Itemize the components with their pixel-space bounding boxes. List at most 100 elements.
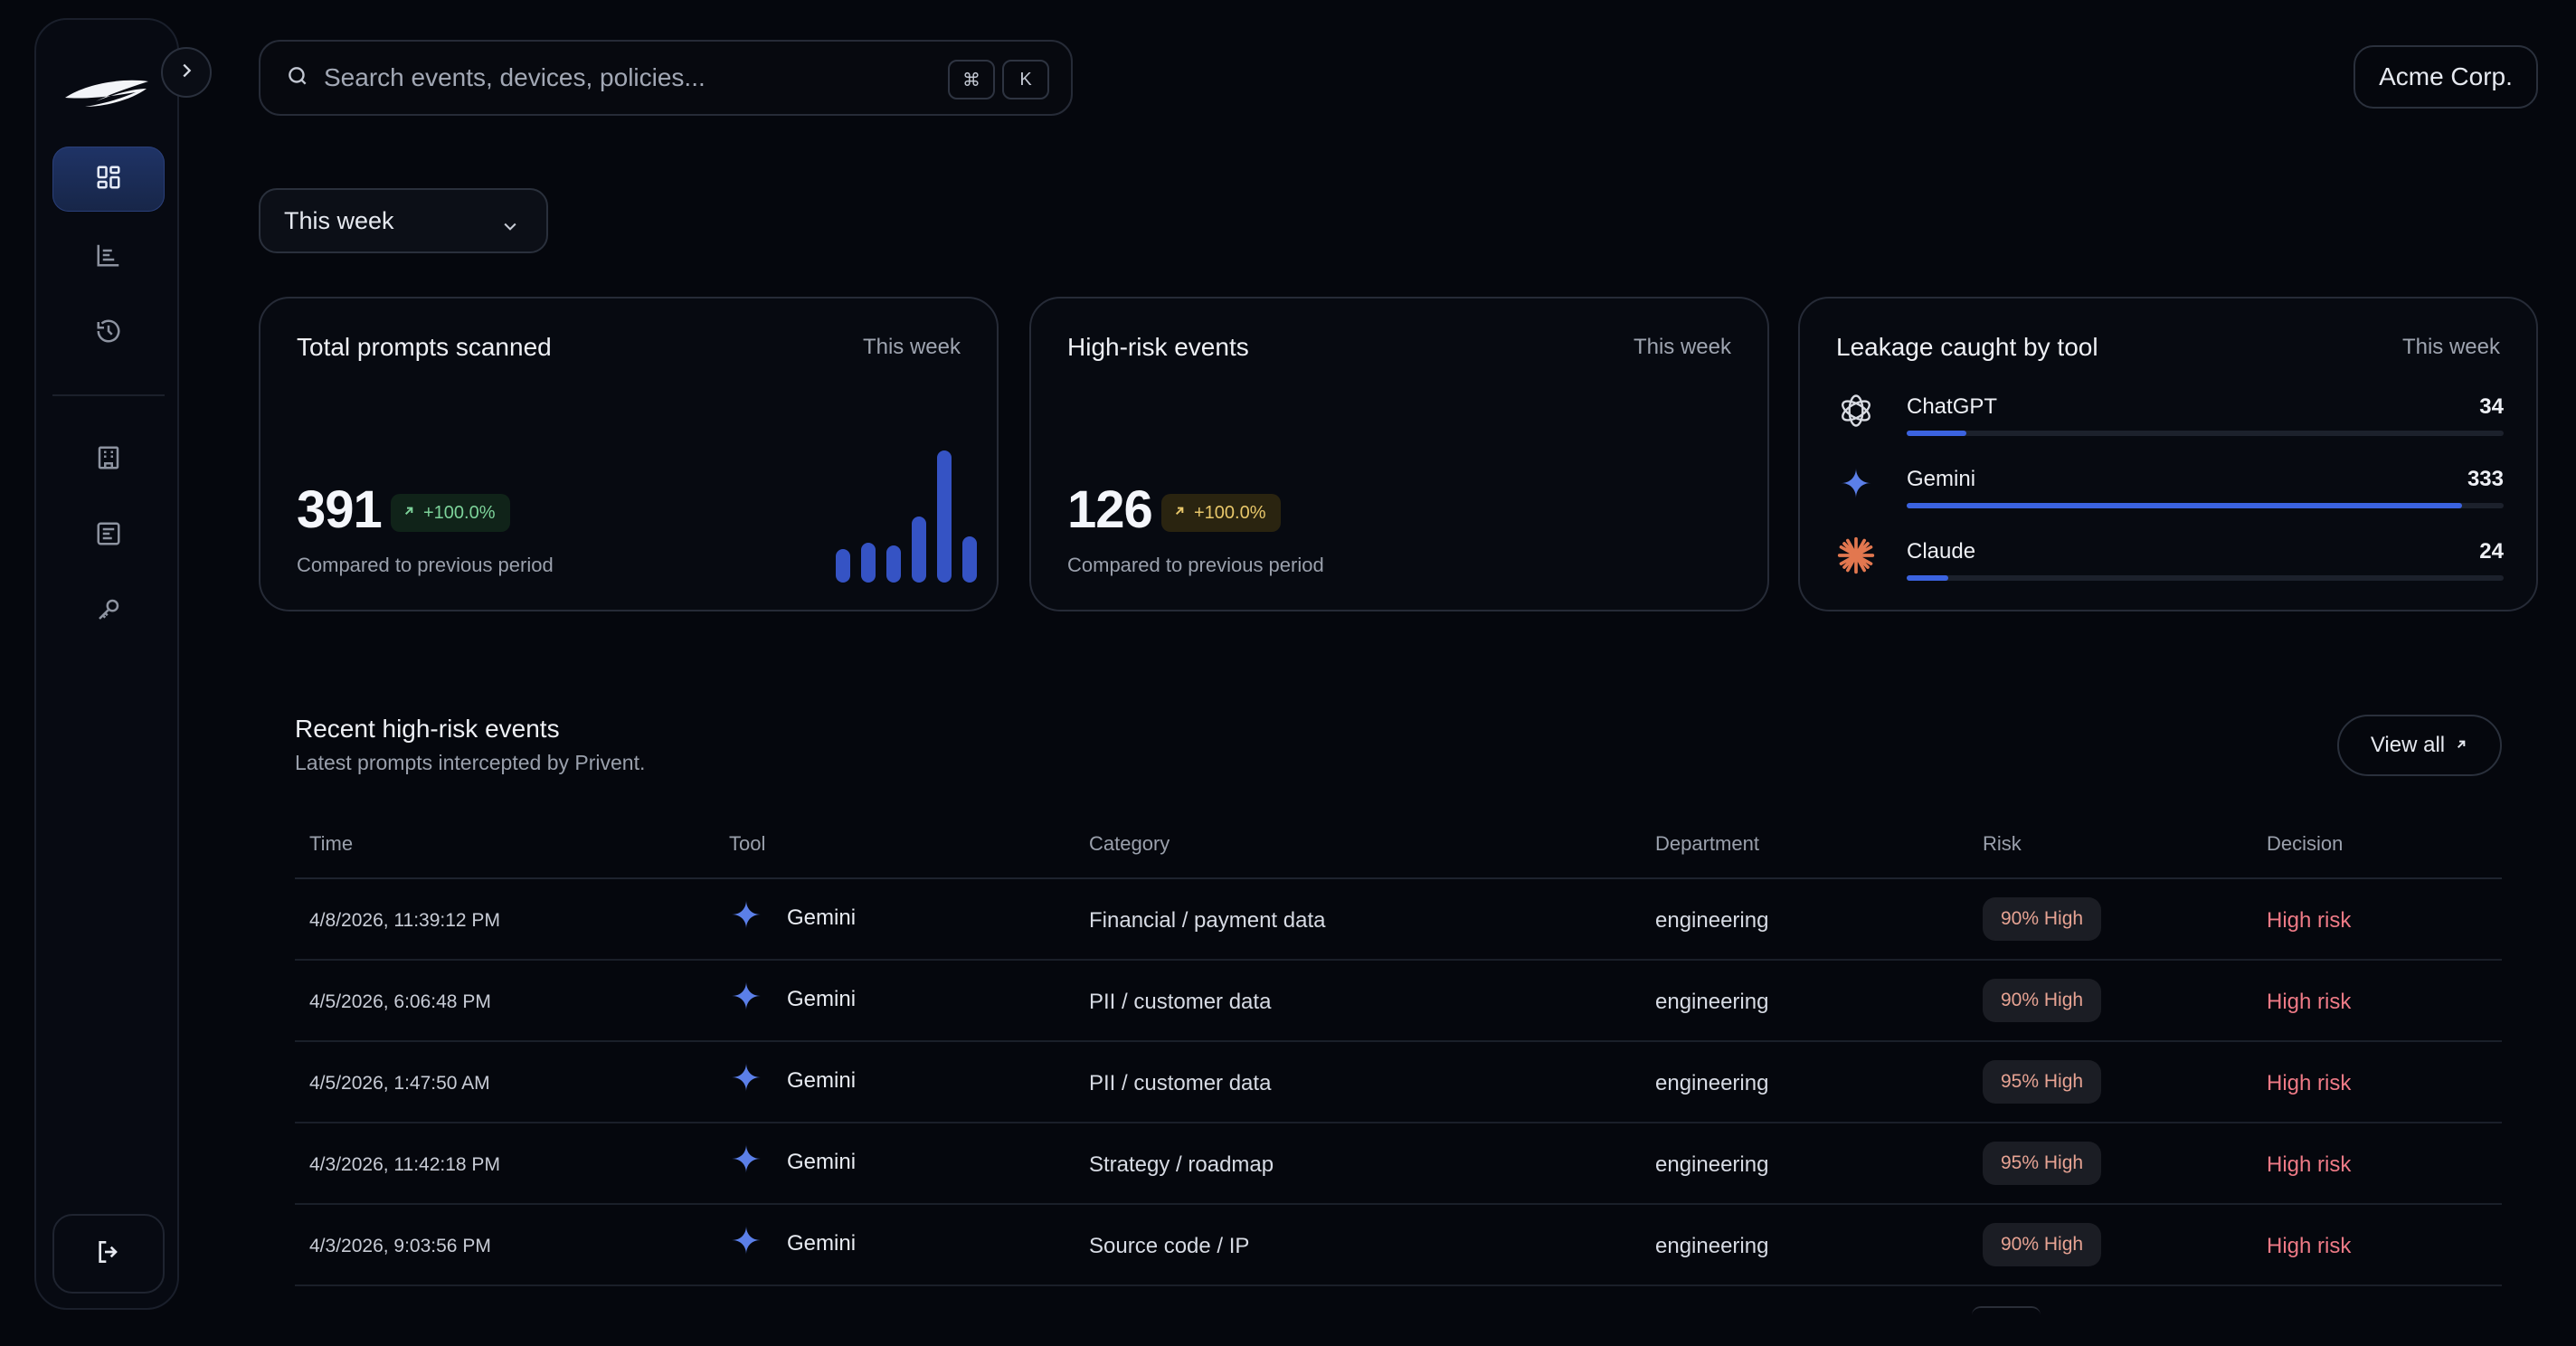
cell-category: Strategy / roadmap (1089, 1152, 1274, 1177)
view-all-label: View all (2370, 733, 2446, 757)
gemini-icon (729, 979, 763, 1019)
search-icon (286, 64, 309, 92)
chevron-right-icon (176, 61, 196, 85)
history-icon (95, 318, 122, 349)
sidebar-item-dashboard[interactable] (52, 147, 165, 212)
gemini-icon (729, 1060, 763, 1101)
arrow-up-right-icon (2454, 733, 2468, 758)
risk-badge: 95% High (1983, 1142, 2102, 1185)
column-header-decision[interactable]: Decision (2267, 832, 2344, 855)
card-title: High-risk events (1067, 333, 1249, 361)
arrow-up-right-icon (1172, 503, 1187, 524)
tool-name: Gemini (787, 1149, 857, 1174)
brand-logo[interactable] (60, 63, 154, 118)
cell-decision: High risk (2267, 990, 2352, 1014)
logout-button[interactable] (52, 1214, 165, 1294)
trend-bar (912, 517, 926, 583)
table-row[interactable]: 4/8/2026, 11:39:12 PM Gemini Financial / p… (295, 879, 2502, 961)
cell-tool: Gemini (729, 1060, 856, 1101)
delta-badge: +100.0% (1161, 494, 1281, 532)
tool-progress-fill (1907, 575, 1949, 581)
table-body: 4/8/2026, 11:39:12 PM Gemini Financial / p… (295, 879, 2502, 1286)
card-total-prompts: Total prompts scanned This week 391 +100… (259, 297, 999, 611)
sidebar-item-history[interactable] (52, 300, 165, 365)
tool-count: 333 (2467, 467, 2504, 491)
cell-tool: Gemini (729, 1223, 856, 1264)
card-leakage-by-tool: Leakage caught by tool This week ChatGPT… (1798, 297, 2538, 611)
org-switcher-button[interactable]: Acme Corp. (2353, 45, 2538, 109)
table-row[interactable]: 4/5/2026, 1:47:50 AM Gemini PII / customer… (295, 1042, 2502, 1123)
card-title: Leakage caught by tool (1836, 333, 2098, 361)
chatgpt-icon (1834, 389, 1878, 432)
tool-name: Gemini (787, 905, 857, 930)
table-row[interactable]: 4/3/2026, 9:03:56 PM Gemini Source code / … (295, 1205, 2502, 1286)
card-title: Total prompts scanned (297, 333, 552, 361)
column-header-department[interactable]: Department (1655, 832, 1759, 855)
column-header-risk[interactable]: Risk (1983, 832, 2022, 855)
tool-name: Gemini (787, 1230, 857, 1256)
cell-tool: Gemini (729, 979, 856, 1019)
sidebar (34, 18, 179, 1310)
cell-department: engineering (1655, 1234, 1769, 1258)
events-table: Time Tool Category Department Risk Decis… (295, 814, 2502, 1286)
cell-decision: High risk (2267, 1234, 2352, 1258)
column-header-tool[interactable]: Tool (729, 832, 766, 855)
card-period: This week (2401, 335, 2500, 359)
gemini-icon (729, 1223, 763, 1264)
tool-count: 34 (2479, 394, 2504, 419)
tool-name: Gemini (787, 1067, 857, 1093)
cell-time: 4/8/2026, 11:39:12 PM (309, 910, 500, 931)
sidebar-item-analytics[interactable] (52, 224, 165, 289)
trend-bar (937, 450, 952, 583)
section-subtitle: Latest prompts intercepted by Privent. (295, 751, 646, 774)
sidebar-expand-button[interactable] (161, 47, 212, 98)
search-input[interactable] (324, 63, 903, 92)
card-subtitle: Compared to previous period (297, 554, 554, 576)
gemini-icon (1834, 461, 1878, 505)
delta-value: +100.0% (1194, 502, 1266, 523)
dashboard-grid-icon (95, 164, 122, 195)
sidebar-item-api-keys[interactable] (52, 579, 165, 644)
sidebar-item-organization[interactable] (52, 427, 165, 492)
delta-badge: +100.0% (391, 494, 510, 532)
cell-department: engineering (1655, 1071, 1769, 1095)
card-period: This week (862, 335, 961, 359)
table-header: Time Tool Category Department Risk Decis… (295, 814, 2502, 879)
trend-bar (836, 549, 850, 583)
cell-decision: High risk (2267, 1152, 2352, 1177)
card-period: This week (1633, 335, 1731, 359)
tool-progress-track (1907, 503, 2504, 508)
policy-list-icon (95, 520, 122, 552)
tool-name: ChatGPT (1907, 394, 1998, 419)
leakage-row-chatgpt: ChatGPT 34 (1834, 389, 2504, 443)
cell-category: PII / customer data (1089, 1071, 1272, 1095)
column-header-category[interactable]: Category (1089, 832, 1170, 855)
risk-badge: 90% High (1983, 897, 2102, 941)
shortcut-cmd-key: ⌘ (948, 60, 995, 100)
trend-mini-chart (836, 450, 980, 583)
sidebar-item-policies[interactable] (52, 503, 165, 568)
cell-category: Financial / payment data (1089, 908, 1326, 933)
risk-badge: 90% High (1983, 1223, 2102, 1266)
period-select[interactable]: This week (259, 188, 548, 253)
leakage-row-claude: Claude 24 (1834, 534, 2504, 588)
tool-progress-track (1907, 575, 2504, 581)
tool-count: 24 (2479, 539, 2504, 564)
shortcut-k-key: K (1002, 60, 1049, 100)
section-title: Recent high-risk events (295, 715, 560, 743)
logout-icon (94, 1237, 123, 1271)
card-high-risk-events: High-risk events This week 126 +100.0% C… (1029, 297, 1769, 611)
tool-name: Gemini (1907, 467, 1976, 491)
cell-decision: High risk (2267, 908, 2352, 933)
trend-bar (886, 545, 901, 583)
view-all-button[interactable]: View all (2337, 715, 2502, 776)
trend-bar (861, 543, 876, 583)
column-header-time[interactable]: Time (309, 832, 354, 855)
key-icon (95, 596, 122, 628)
search-bar[interactable]: ⌘ K (259, 40, 1073, 116)
table-row[interactable]: 4/5/2026, 6:06:48 PM Gemini PII / customer… (295, 961, 2502, 1042)
building-icon (95, 444, 122, 476)
table-row[interactable]: 4/3/2026, 11:42:18 PM Gemini Strategy / ro… (295, 1123, 2502, 1205)
cell-time: 4/3/2026, 11:42:18 PM (309, 1154, 500, 1175)
cell-department: engineering (1655, 990, 1769, 1014)
